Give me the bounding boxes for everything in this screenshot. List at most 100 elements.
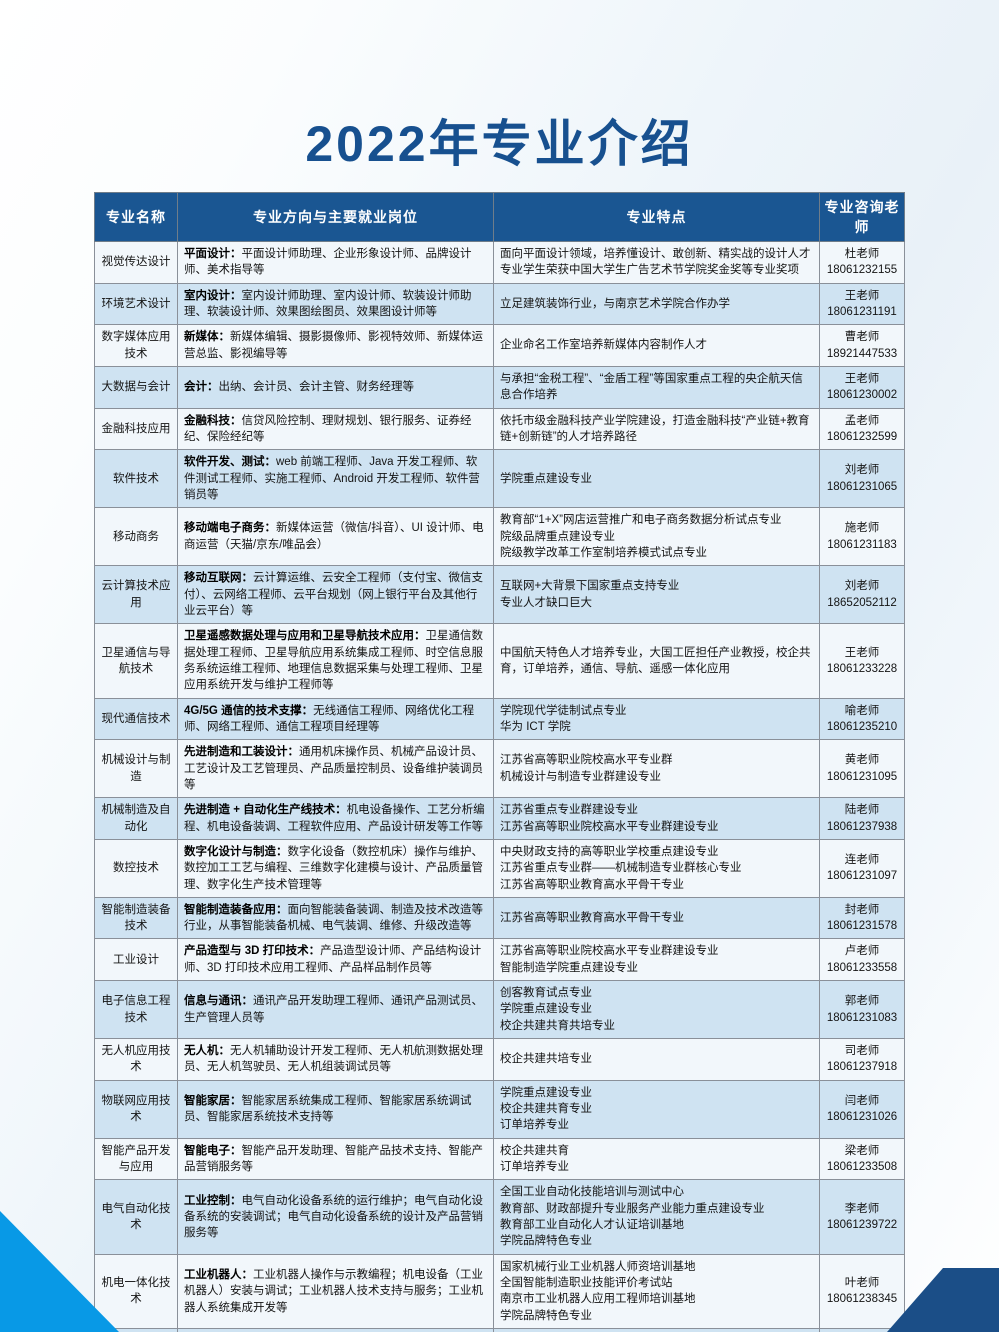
direction-jobs-text: 新媒体编辑、摄影摄像师、影视特效师、新媒体运营总监、影视编导等 [184,331,483,360]
direction-jobs-cell: 移动端电子商务：新媒体运营（微信/抖音）、UI 设计师、电商运营（天猫/京东/唯… [177,507,494,567]
teacher-phone: 18061231191 [827,305,897,318]
direction-jobs-text: 工业机器人操作与示教编程；机电设备（工业机器人）安装与调试；工业机器人技术支持与… [184,1268,483,1314]
teacher-cell: 孟老师 18061232599 [819,407,905,451]
major-name-cell: 工业设计 [94,938,178,982]
table-row: 环境艺术设计 室内设计：室内设计师助理、室内设计师、软装设计师助理、软装设计师、… [94,282,905,326]
teacher-phone: 18061231095 [826,770,898,783]
feature-line: 学院重点建设专业 [500,1003,592,1016]
direction-jobs-cell: 会计：出纳、会计员、会计主管、财务经理等 [177,365,494,409]
direction-jobs-cell: 卫星遥感数据处理与应用和卫星导航技术应用：卫星通信数据处理工程师、卫星导航应用系… [177,623,494,699]
teacher-name: 施老师 [844,522,880,535]
feature-line: 江苏省高等职业院校高水平专业群建设专业 [500,945,719,958]
table-row: 金融科技应用 金融科技：信贷风险控制、理财规划、银行服务、证券经纪、保险经纪等 … [94,407,905,451]
direction-jobs-cell: 智能制造装备应用：面向智能装备装调、制造及技术改造等行业，从事智能装备机械、电气… [177,896,494,940]
major-name-cell: 现代通信技术 [94,697,178,741]
direction-jobs-cell: 先进制造和工装设计：通用机床操作员、机械产品设计员、工艺设计及工艺管理员、产品质… [177,739,494,799]
direction-bold-label: 工业控制： [184,1194,242,1207]
teacher-phone: 18061235210 [826,720,898,733]
table-row: 电子信息工程技术 信息与通讯：通讯产品开发助理工程师、通讯产品测试员、生产管理人… [94,980,905,1040]
feature-line: 国家机械行业工业机器人师资培训基地 [500,1260,696,1273]
features-cell: 江苏省高等职业院校高水平专业群建设专业 智能制造学院重点建设专业 [493,938,820,982]
feature-line: 江苏省重点专业群建设专业 [500,804,638,817]
features-cell: 企业命名工作室培养新媒体内容制作人才 [493,324,820,367]
table-row: 卫星通信与导航技术 卫星遥感数据处理与应用和卫星导航技术应用：卫星通信数据处理工… [94,623,905,699]
teacher-cell: 闫老师 18061231026 [819,1079,905,1139]
major-name-cell: 数字媒体应用技术 [94,324,178,367]
teacher-cell: 杜老师 18061232155 [819,241,905,284]
feature-line: 学院品牌特色专业 [500,1309,592,1322]
teacher-name: 刘老师 [844,464,880,477]
direction-jobs-text: 产品造型设计师、产品结构设计师、3D 打印技术应用工程师、产品样品制作员等 [184,945,482,974]
direction-jobs-cell: 信息与通讯：通讯产品开发助理工程师、通讯产品测试员、生产管理人员等 [177,980,494,1040]
teacher-cell: 叶老师 18061238345 [819,1253,905,1330]
major-name-cell: 数控技术 [94,838,178,898]
direction-jobs-text: 信贷风险控制、理财规划、银行服务、证券经纪、保险经纪等 [184,414,472,443]
features-cell: 全国工业自动化技能培训与测试中心 教育部、财政部提升专业服务产业能力重点建设专业教… [493,1179,820,1255]
table-row: 智能产品开发与应用 智能电子：智能产品开发助理、智能产品技术支持、智能产品营销服… [94,1137,905,1181]
teacher-phone: 18061237938 [826,820,898,833]
features-cell: 中国航天特色人才培养专业，大国工匠担任产业教授，校企共育，订单培养，通信、导航、… [493,623,820,699]
features-cell: 江苏省高等职业教育高水平骨干专业 [493,896,820,940]
feature-line: 教育部“1+X”网店运营推广和电子商务数据分析试点专业 [500,514,782,527]
features-cell: 江苏省重点专业群建设专业江苏省高等职业院校高水平专业群建设专业 [493,797,820,840]
major-name-cell: 软件技术 [94,449,178,509]
direction-bold-label: 智能电子： [184,1144,242,1157]
feature-line: 江苏省高等职业教育高水平骨干专业 [500,878,684,891]
header-major-name: 专业名称 [94,192,178,242]
direction-bold-label: 移动端电子商务： [184,522,276,535]
header-consult-teacher: 专业咨询老师 [819,192,905,242]
teacher-cell: 王老师 18061231191 [819,282,905,326]
features-cell: 依托市级金融科技产业学院建设，打造金融科技“产业链+教育链+创新链”的人才培养路… [493,407,820,451]
direction-jobs-text: 通用机床操作员、机械产品设计员、工艺设计及工艺管理员、产品质量控制员、设备维护装… [184,746,483,791]
major-name-cell: 环境艺术设计 [94,282,178,326]
major-name-cell: 电气自动化技术 [94,1179,178,1255]
feature-line: 全国工业自动化技能培训与测试中心 [500,1186,684,1199]
direction-jobs-cell: 无人机：无人机辅助设计开发工程师、无人机航测数据处理员、无人机驾驶员、无人机组装… [177,1038,494,1081]
direction-jobs-cell: 数字化设计与制造：数字化设备（数控机床）操作与维护、数控加工工艺与编程、三维数字… [177,838,494,898]
feature-line: 院级品牌重点建设专业 [500,530,615,543]
direction-jobs-cell: 室内设计：室内设计师助理、室内设计师、软装设计师助理、软装设计师、效果图绘图员、… [177,282,494,326]
direction-jobs-text: 无人机辅助设计开发工程师、无人机航测数据处理员、无人机驾驶员、无人机组装调试员等 [184,1045,483,1074]
teacher-name: 封老师 [844,903,880,916]
features-cell: 与承担“金税工程”、“金盾工程”等国家重点工程的央企航天信息合作培养 [493,365,820,409]
direction-jobs-text: 平面设计师助理、企业形象设计师、品牌设计师、美术指导等 [184,248,472,277]
features-cell: 中央财政支持的高等职业学校重点建设专业 江苏省重点专业群——机械制造专业群核心专业… [493,838,820,898]
teacher-name: 黄老师 [844,754,880,767]
features-cell: 国家机械行业工业机器人师资培训基地 全国智能制造职业技能评价考试站 南京市工业机器人… [493,1253,820,1330]
features-cell: 江苏省安全生产培训机构校企共育、订单培养 [493,1328,820,1332]
features-cell: 江苏省高等职业院校高水平专业群 机械设计与制造专业群建设专业 [493,739,820,799]
teacher-cell: 连老师 18061231097 [819,838,905,898]
teacher-phone: 18061230002 [826,389,898,402]
teacher-phone: 18061233228 [826,662,898,675]
feature-line: 江苏省高等职业院校高水平专业群建设专业 [500,820,719,833]
direction-bold-label: 软件开发、测试： [184,456,276,469]
direction-bold-label: 金融科技： [184,414,242,427]
feature-line: 江苏省高等职业教育高水平骨干专业 [500,911,684,924]
major-name-cell: 云计算技术应用 [94,565,178,625]
teacher-cell: 封老师 18061231578 [819,896,905,940]
major-name-cell: 大数据与会计 [94,365,178,409]
direction-jobs-cell: 智能家居：智能家居系统集成工程师、智能家居系统调试员、智能家居系统技术支持等 [177,1079,494,1139]
major-name-cell: 电子信息工程技术 [94,980,178,1040]
teacher-cell: 曹老师 18921447533 [819,324,905,367]
feature-line: 中国航天特色人才培养专业，大国工匠担任产业教授，校企共育，订单培养，通信、导航、… [500,646,811,675]
direction-bold-label: 卫星遥感数据处理与应用和卫星导航技术应用： [184,630,426,643]
direction-bold-label: 4G/5G 通信的技术支撑： [184,704,314,717]
features-cell: 学院重点建设专业 [493,449,820,509]
teacher-phone: 18061233558 [826,961,898,974]
teacher-name: 梁老师 [844,1144,880,1157]
teacher-name: 喻老师 [844,704,880,717]
feature-line: 面向平面设计领域，培养懂设计、敢创新、精实战的设计人才 [500,248,811,260]
feature-line: 南京市工业机器人应用工程师培训基地 [500,1293,696,1306]
feature-line: 教育部、财政部提升专业服务产业能力重点建设专业 [500,1202,765,1215]
teacher-cell: 李老师 18061239722 [819,1179,905,1255]
teacher-phone: 18061231578 [826,920,898,933]
teacher-phone: 18061231083 [826,1011,898,1024]
teacher-phone: 18061231183 [827,538,897,551]
features-cell: 校企共建共培专业 [493,1038,820,1081]
major-name-cell: 智能产品开发与应用 [94,1137,178,1181]
teacher-name: 连老师 [844,854,880,866]
major-name-cell: 金融科技应用 [94,407,178,451]
teacher-cell: 施老师 18061231183 [819,507,905,567]
